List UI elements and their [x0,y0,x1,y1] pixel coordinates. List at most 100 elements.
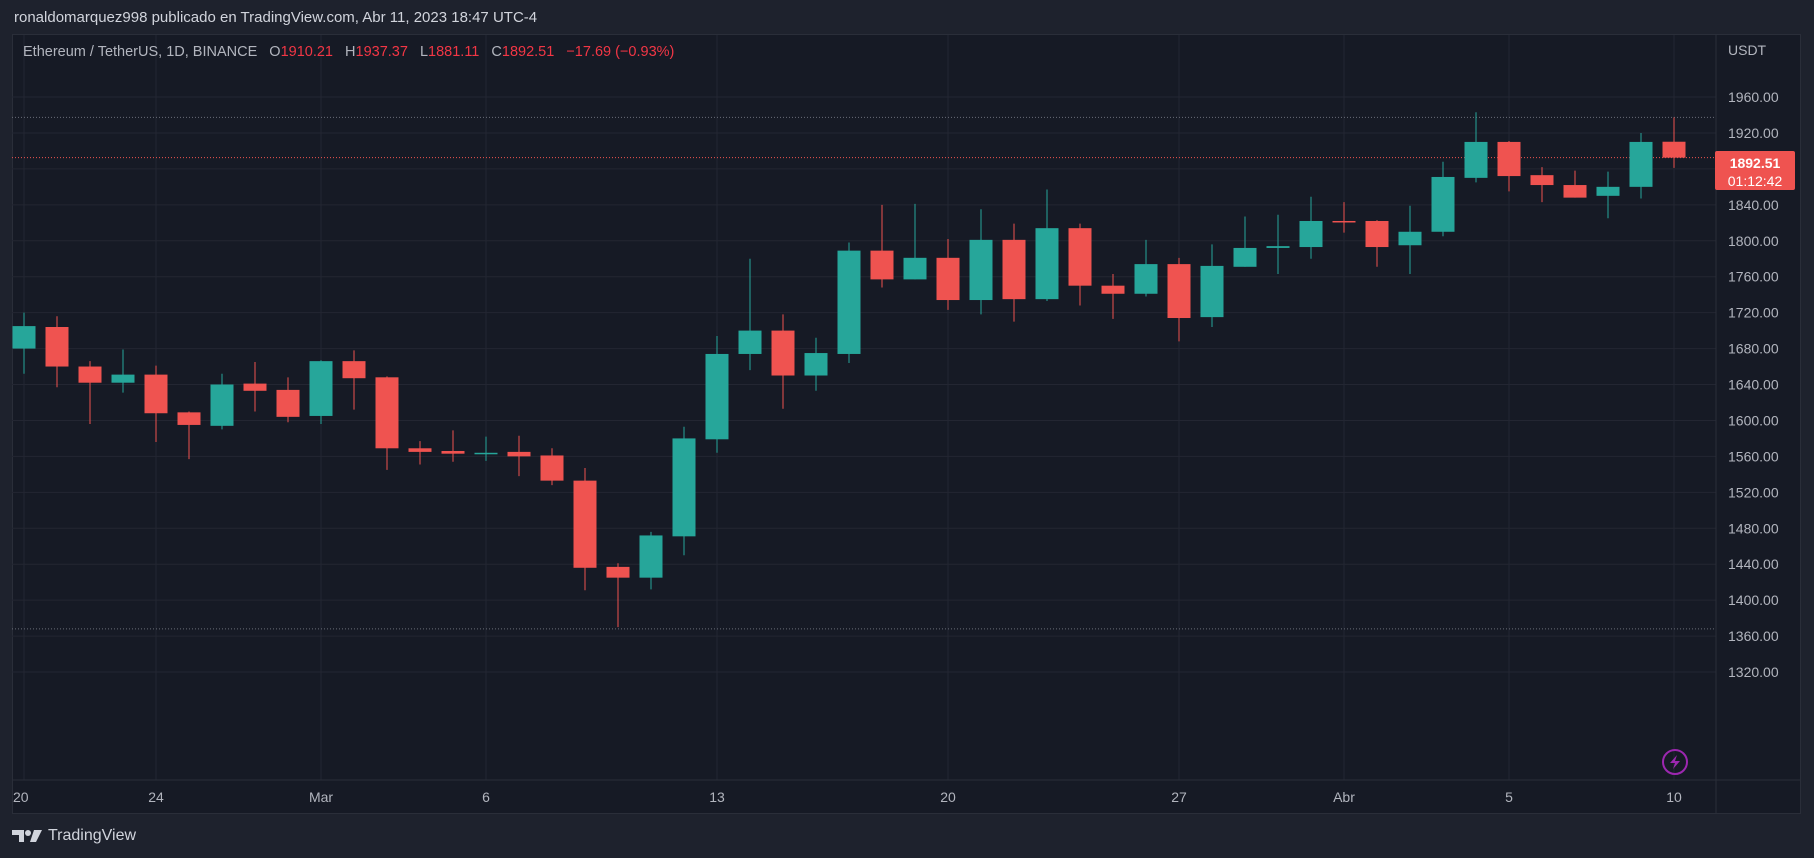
low-key: L [419,44,429,60]
candle [870,204,894,288]
candle-body [243,383,267,391]
candle-body [870,250,894,280]
symbol-label[interactable]: Ethereum / TetherUS, 1D, BINANCE [23,44,258,60]
publisher-info: ronaldomarquez998 publicado en TradingVi… [14,9,538,26]
price-tick-label: 1800.00 [1728,233,1779,249]
high-key: H [345,44,356,60]
time-tick-label: 27 [1171,789,1187,805]
candle [474,436,498,461]
candle-body [771,330,795,376]
candle-body [936,257,960,301]
candle [144,365,168,442]
candle [1530,167,1554,203]
candle [1497,141,1521,192]
candle-body [705,353,729,440]
price-badge-countdown: 01:12:42 [1728,173,1783,189]
candle-body [1101,285,1125,294]
time-tick-label: 6 [482,789,490,805]
candle [1200,244,1224,327]
candle [45,316,69,388]
candle-body [408,448,432,452]
price-tick-label: 1720.00 [1728,305,1779,321]
tradingview-logo[interactable]: TradingView [12,827,136,845]
candle [408,441,432,465]
candle-body [1134,264,1158,294]
time-tick-label: 20 [13,789,29,805]
candle-body [804,353,828,376]
candle [1101,273,1125,319]
candle [738,258,762,371]
candle-body [573,480,597,568]
candle-body [210,384,234,426]
grid-layer [12,35,1801,813]
time-tick-label: 10 [1666,789,1682,805]
candle-body [375,377,399,449]
candle-body [12,326,36,349]
price-tick-label: 1920.00 [1728,125,1779,141]
candle [210,373,234,430]
price-tick-label: 1840.00 [1728,197,1779,213]
low-value: 1881.11 [428,44,480,60]
candle [1266,214,1290,274]
candle [1002,223,1026,322]
close-key: C [491,44,502,60]
candle [573,468,597,591]
candle [804,337,828,391]
candle-body [738,330,762,354]
price-tick-label: 1520.00 [1728,484,1779,500]
candle [540,448,564,486]
candle-body [507,451,531,457]
candle-body [1167,264,1191,319]
open-key: O [269,44,281,60]
candle [1464,112,1488,183]
lightning-icon[interactable] [1662,749,1688,775]
candle [1134,239,1158,297]
candle-body [1068,228,1092,286]
candle-body [1530,175,1554,186]
currency-label: USDT [1728,42,1767,58]
candle-body [276,389,300,417]
candle-body [45,327,69,367]
change-value: −17.69 (−0.93%) [566,44,675,60]
price-tick-label: 1480.00 [1728,520,1779,536]
candle [1662,117,1686,168]
candle [1299,196,1323,259]
candle [1398,205,1422,274]
candle-body [1233,247,1257,267]
candle-body [1266,246,1290,248]
candle-body [177,412,201,425]
candle-body [837,250,861,354]
time-tick-label: 24 [148,789,164,805]
candle-body [309,361,333,416]
candles-layer [12,112,1686,628]
time-axis[interactable]: 20 24 Mar 6 13 20 27 Abr 5 10 [13,789,1682,805]
time-tick-label: 5 [1505,789,1513,805]
price-tick-label: 1600.00 [1728,412,1779,428]
candle-body [111,374,135,383]
candle-body [1332,220,1356,223]
candle [78,361,102,425]
candle [441,430,465,462]
high-value: 1937.37 [355,44,408,60]
candle-body [1035,228,1059,300]
candle [1365,220,1389,267]
candle [1068,223,1092,306]
price-badge-bg [1715,151,1795,190]
candle [1431,161,1455,237]
price-tick-label: 1760.00 [1728,269,1779,285]
candle [276,377,300,423]
candle-body [1200,265,1224,318]
price-axis[interactable]: USDT 1320.00 1360.00 1400.00 1440.00 1480.00… [1728,42,1779,680]
candle-body [903,257,927,280]
candle [1332,202,1356,233]
candle [1563,170,1587,198]
candle [672,426,696,556]
candle-body [672,438,696,537]
price-badge: 1892.51 01:12:42 [1715,151,1795,190]
price-badge-value: 1892.51 [1730,155,1781,171]
candle-body [1398,231,1422,246]
candle [837,242,861,363]
candle-body [342,361,366,379]
time-tick-label: Mar [309,789,333,805]
